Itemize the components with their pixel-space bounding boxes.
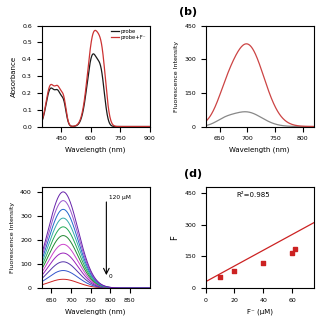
Y-axis label: Fluorescence Intensity: Fluorescence Intensity — [174, 41, 179, 112]
Point — [218, 275, 223, 280]
X-axis label: Wavelength (nm): Wavelength (nm) — [229, 147, 290, 153]
Text: R²=0.985: R²=0.985 — [236, 192, 269, 198]
Y-axis label: F: F — [170, 235, 179, 240]
Point — [261, 260, 266, 265]
Y-axis label: Fluorescence Intensity: Fluorescence Intensity — [10, 202, 15, 273]
Y-axis label: Absorbance: Absorbance — [11, 55, 16, 97]
X-axis label: Wavelength (nm): Wavelength (nm) — [65, 308, 126, 315]
Point — [232, 268, 237, 274]
Text: 0: 0 — [108, 274, 112, 279]
X-axis label: Wavelength (nm): Wavelength (nm) — [65, 147, 126, 153]
Legend: probe, probe+F⁻: probe, probe+F⁻ — [109, 27, 148, 42]
X-axis label: F⁻ (μM): F⁻ (μM) — [247, 308, 273, 315]
Text: 120 μM: 120 μM — [108, 195, 130, 200]
Text: (b): (b) — [179, 7, 197, 17]
Text: (d): (d) — [184, 169, 202, 179]
